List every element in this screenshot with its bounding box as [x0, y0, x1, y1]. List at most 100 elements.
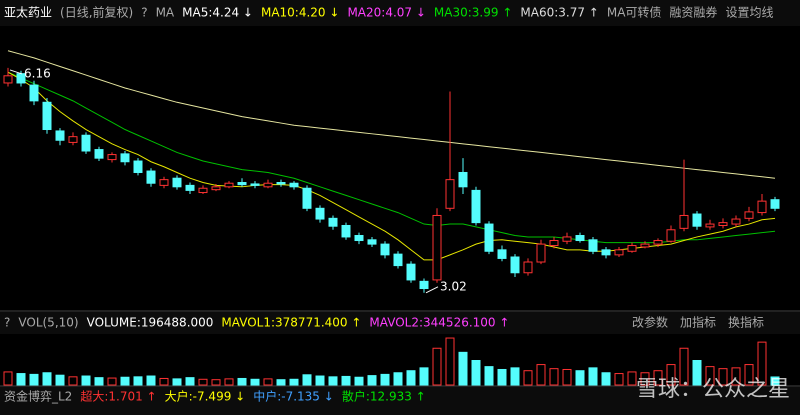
low-annotation: 3.02	[440, 279, 467, 293]
volume-bar	[198, 378, 208, 386]
volume-bar	[666, 364, 676, 386]
candle-body	[770, 199, 780, 209]
candle-body	[198, 187, 208, 194]
toolbar-button[interactable]: 换指标	[728, 315, 764, 330]
candle-body	[133, 160, 143, 173]
volume-bar	[159, 377, 169, 386]
volume-bar	[16, 373, 26, 386]
volume-bar	[289, 378, 299, 386]
label: MA20:4.07 ↓	[347, 6, 425, 20]
volume-bar	[315, 375, 325, 386]
volume-bar	[211, 379, 221, 386]
candle-body	[68, 136, 78, 143]
candle-body	[263, 182, 273, 188]
candle-body	[42, 101, 52, 131]
candle-body	[354, 235, 364, 242]
toolbar-button[interactable]: 加指标	[680, 315, 716, 330]
candle-body	[159, 179, 169, 186]
candle-body	[549, 240, 559, 247]
candle-body	[393, 253, 403, 267]
volume-bar	[146, 375, 156, 386]
candle-body	[458, 171, 468, 188]
volume-bar	[29, 373, 39, 386]
candle-body	[705, 223, 715, 228]
volume-bar	[42, 372, 52, 386]
volume-bar	[419, 367, 429, 386]
candle-body	[484, 223, 494, 252]
volume-bar	[68, 376, 78, 386]
volume-bar	[653, 370, 663, 386]
volume-bar	[354, 376, 364, 386]
volume-bar	[367, 375, 377, 386]
volume-bar	[562, 368, 572, 386]
candle-body	[601, 249, 611, 256]
volume-bar	[380, 373, 390, 386]
label: 超大:1.701 ↑	[80, 389, 156, 404]
label: 散户:12.933 ↑	[342, 389, 426, 404]
volume-bar	[81, 375, 91, 386]
volume-bar	[614, 373, 624, 386]
high-annotation: 6.16	[24, 66, 51, 80]
volume-bar	[432, 347, 442, 386]
candle-body	[328, 217, 338, 227]
volume-bar	[731, 367, 741, 386]
volume-bar	[458, 351, 468, 386]
label: 亚太药业	[4, 5, 52, 20]
label: MAVOL1:378771.400 ↑	[221, 316, 361, 330]
volume-bar	[601, 372, 611, 386]
label: 中户:-7.135 ↓	[253, 389, 334, 404]
label: MA	[156, 6, 175, 20]
candle-body	[536, 243, 546, 263]
candle-body	[588, 239, 598, 252]
volume-bar	[497, 368, 507, 386]
toolbar-button[interactable]: 改参数	[632, 315, 668, 330]
volume-bar	[94, 377, 104, 386]
candle-body	[523, 261, 533, 274]
label: 设置均线	[725, 6, 773, 20]
candle-body	[172, 177, 182, 188]
label: MAVOL2:344526.100 ↑	[369, 316, 509, 330]
label: MA10:4.20 ↓	[261, 6, 339, 20]
candle-body	[757, 200, 767, 214]
candle-body	[276, 182, 286, 185]
candle-body	[575, 235, 585, 242]
candle-body	[627, 245, 637, 252]
candle-body	[744, 211, 754, 219]
volume-bar	[757, 341, 767, 386]
label: MA30:3.99 ↑	[434, 6, 512, 20]
candle-body	[679, 214, 689, 229]
candle-body	[120, 153, 130, 163]
moving-average-line	[7, 71, 776, 244]
volume-bar	[250, 378, 260, 386]
volume-bar	[692, 360, 702, 386]
volume-bar	[484, 366, 494, 386]
label: MA60:3.77 ↑	[520, 6, 598, 20]
candle-body	[94, 149, 104, 159]
candle-body	[653, 240, 663, 245]
label: ?	[4, 316, 10, 330]
moving-average-line	[7, 50, 776, 179]
volume-bar	[445, 337, 455, 386]
annotation-arrow	[425, 286, 439, 294]
volume-bar	[328, 376, 338, 386]
volume-bar	[575, 370, 585, 386]
label: MA5:4.24 ↓	[182, 6, 253, 20]
label: VOLUME:196488.000	[87, 316, 214, 330]
volume-bar	[640, 372, 650, 386]
volume-bar	[237, 377, 247, 386]
watermark: 雪球：公众之星	[636, 377, 790, 402]
candle-body	[367, 239, 377, 245]
candle-body	[666, 229, 676, 242]
volume-bar	[406, 370, 416, 386]
volume-bar	[341, 375, 351, 386]
annotation-arrow	[9, 69, 23, 75]
volume-bar	[744, 364, 754, 386]
label: (日线,前复权)	[60, 5, 133, 20]
candle-body	[614, 249, 624, 256]
candle-body	[718, 222, 728, 226]
candle-body	[185, 184, 195, 191]
volume-bar	[107, 377, 117, 386]
candle-body	[510, 256, 520, 274]
bottom-bar	[0, 387, 800, 415]
